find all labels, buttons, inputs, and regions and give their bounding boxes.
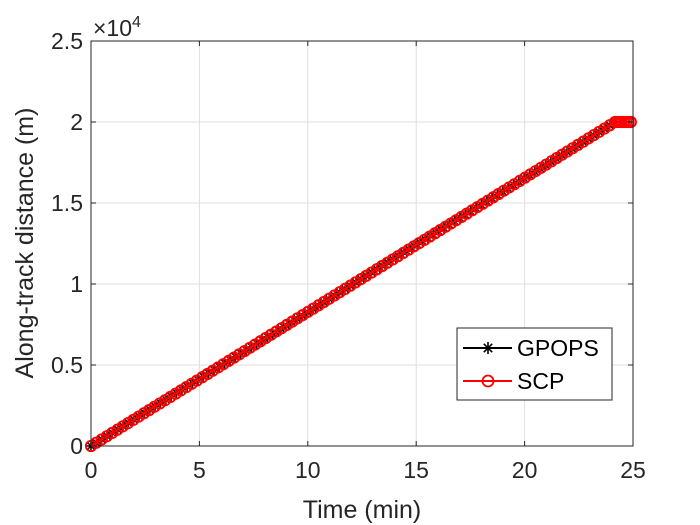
- x-tick-label: 5: [193, 457, 206, 483]
- y-multiplier-base: ×10: [93, 15, 132, 41]
- y-tick-label: 0: [70, 433, 83, 459]
- grid: [90, 40, 634, 447]
- x-tick-label: 0: [85, 457, 98, 483]
- x-tick-label: 15: [403, 457, 429, 483]
- legend-scp-marker: [481, 374, 495, 388]
- legend-gpops-marker: [482, 342, 494, 354]
- x-tick-label: 20: [512, 457, 538, 483]
- legend: GPOPS SCP: [456, 327, 613, 401]
- y-multiplier-exponent: 4: [132, 14, 141, 31]
- y-tick-label: 1: [70, 271, 83, 297]
- y-tick-label: 2.5: [51, 28, 83, 54]
- series-scp: [84, 115, 637, 453]
- y-multiplier: ×104: [93, 14, 141, 41]
- legend-gpops-label: GPOPS: [517, 335, 599, 361]
- x-tick-label: 10: [295, 457, 321, 483]
- tick-labels: 0 5 10 15 20 25 0 0.5 1 1.5 2 2.5: [51, 28, 646, 483]
- legend-scp-label: SCP: [517, 368, 564, 394]
- y-tick-label: 1.5: [51, 190, 83, 216]
- series-layer: [84, 115, 637, 453]
- plot-frame: [90, 40, 634, 447]
- x-tick-label: 25: [620, 457, 646, 483]
- y-tick-label: 0.5: [51, 352, 83, 378]
- y-axis-label: Along-track distance (m): [11, 108, 39, 379]
- legend-box: [456, 327, 613, 401]
- ticks: [90, 40, 634, 447]
- x-axis-label: Time (min): [303, 496, 422, 524]
- y-tick-label: 2: [70, 109, 83, 135]
- data-point: [624, 115, 637, 129]
